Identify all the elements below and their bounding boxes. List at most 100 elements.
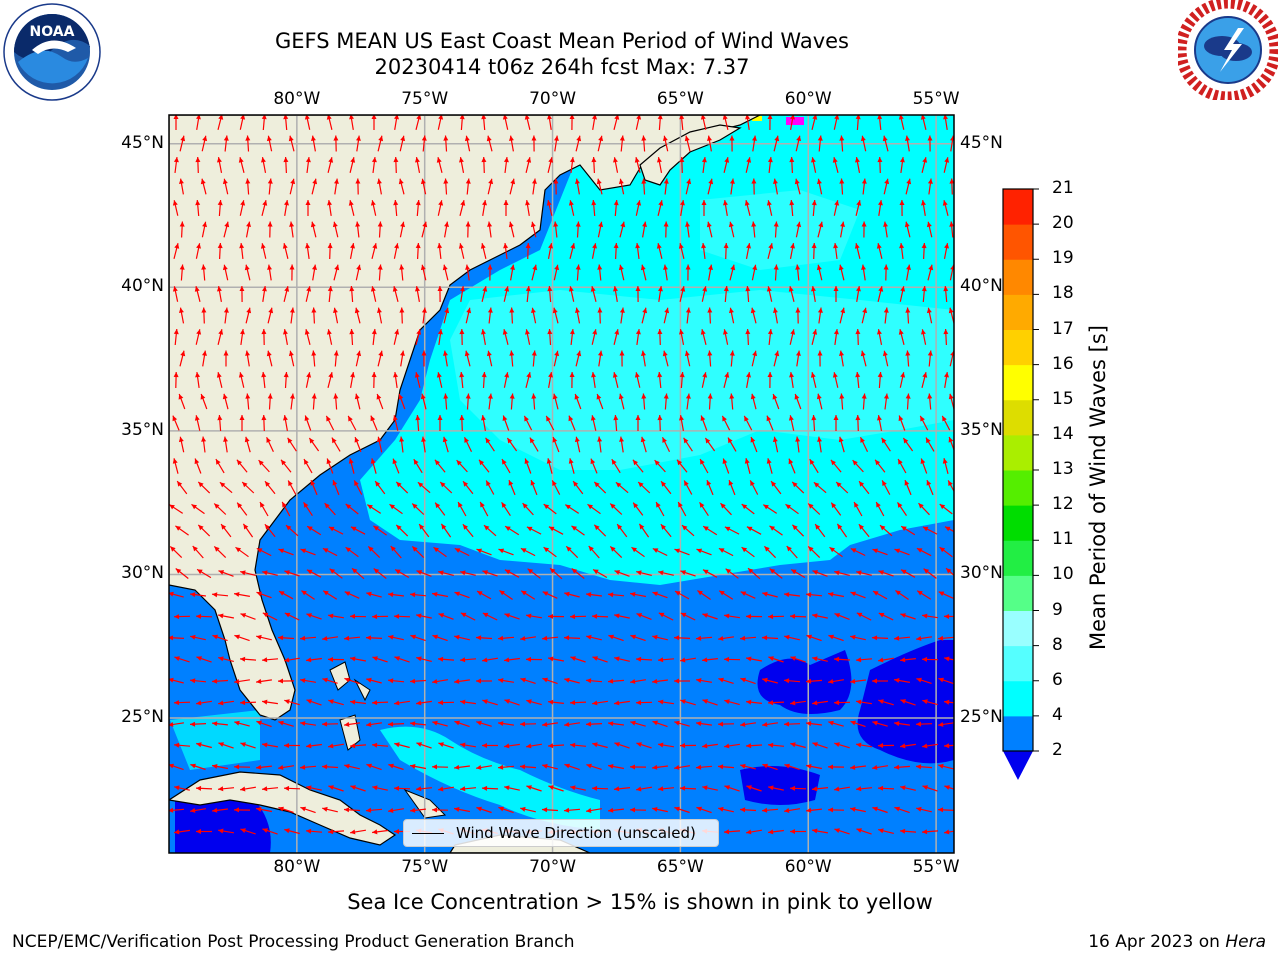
wave-direction-arrowhead <box>614 329 620 335</box>
wave-direction-arrowhead <box>680 200 685 206</box>
wave-direction-arrowhead <box>169 763 174 769</box>
wave-direction-arrowhead <box>619 307 625 313</box>
wave-direction-arrowhead <box>618 393 624 400</box>
wave-direction-arrowhead <box>658 286 663 292</box>
wave-direction-arrowhead <box>723 286 729 292</box>
wave-direction-arrowhead <box>680 743 685 748</box>
wave-direction-arrowhead <box>792 524 798 531</box>
wave-direction-arrowhead <box>216 372 222 378</box>
wave-direction-arrowhead <box>861 178 867 184</box>
wave-direction-arrowhead <box>789 157 795 163</box>
wave-direction-arrowhead <box>636 786 642 792</box>
wave-direction-arrowhead <box>790 700 796 706</box>
wave-direction-arrowhead <box>223 350 229 356</box>
wave-direction-arrowhead <box>238 157 244 163</box>
wave-direction-arrowhead <box>256 548 263 553</box>
colorbar-tick-label: 6 <box>1052 669 1063 690</box>
wave-direction-arrowhead <box>372 614 378 620</box>
wave-direction-arrowhead <box>548 614 553 619</box>
wave-direction-arrowhead <box>946 568 952 574</box>
wave-direction-arrowhead <box>394 742 400 748</box>
wave-direction-arrowhead <box>817 436 822 442</box>
wave-direction-arrowhead <box>212 634 218 640</box>
wave-direction-arrowhead <box>419 524 425 530</box>
wave-direction-arrowhead <box>174 829 180 835</box>
wave-direction-arrowhead <box>950 135 954 141</box>
lon-label-bottom: 75°W <box>401 857 449 877</box>
wave-direction-arrowhead <box>234 720 240 726</box>
wave-direction-arrowhead <box>169 807 174 813</box>
wave-direction-arrowhead <box>432 679 438 684</box>
wave-direction-arrowhead <box>636 742 642 747</box>
wave-direction-arrowhead <box>746 157 752 163</box>
wave-direction-arrowhead <box>948 307 954 314</box>
wave-direction-arrowhead <box>266 135 272 142</box>
wave-direction-arrowhead <box>305 200 311 205</box>
wave-direction-arrowhead <box>542 591 549 596</box>
wave-direction-arrowhead <box>806 764 812 769</box>
wave-direction-arrowhead <box>568 458 574 464</box>
wave-direction-arrowhead <box>267 264 272 270</box>
colorbar-band <box>1003 434 1033 471</box>
wave-direction-arrowhead <box>356 264 362 271</box>
wave-direction-arrowhead <box>900 785 906 791</box>
wave-direction-arrowhead <box>212 764 218 769</box>
wave-direction-arrowhead <box>486 135 492 142</box>
wave-direction-arrowhead <box>894 635 900 641</box>
wave-direction-arrowhead <box>564 591 570 597</box>
wave-direction-arrowhead <box>482 657 488 663</box>
wave-direction-arrowhead <box>508 480 514 486</box>
wave-direction-arrowhead <box>174 243 180 249</box>
wave-direction-arrowhead <box>217 200 223 206</box>
wave-direction-arrowhead <box>222 178 228 185</box>
wave-direction-arrowhead <box>916 677 922 683</box>
wave-direction-arrowhead <box>838 436 844 443</box>
wave-direction-arrowhead <box>938 763 944 769</box>
wave-direction-arrowhead <box>926 307 932 314</box>
wave-direction-arrowhead <box>856 200 862 206</box>
wave-direction-arrowhead <box>458 502 463 508</box>
wave-direction-arrowhead <box>530 480 536 486</box>
wave-direction-arrowhead <box>744 458 750 464</box>
wave-direction-arrowhead <box>240 786 246 792</box>
wave-direction-arrowhead <box>202 221 207 228</box>
wave-direction-arrowhead <box>306 743 312 749</box>
wave-direction-arrowhead <box>766 286 772 292</box>
wave-direction-arrowhead <box>784 808 790 813</box>
wave-direction-arrowhead <box>942 200 948 206</box>
wave-direction-arrowhead <box>392 458 398 465</box>
wave-direction-arrowhead <box>702 743 708 749</box>
wave-direction-arrowhead <box>366 763 372 769</box>
wave-direction-arrowhead <box>221 524 227 530</box>
wave-direction-arrowhead <box>684 350 690 357</box>
wave-direction-arrowhead <box>872 548 878 554</box>
colorbar <box>1002 188 1039 780</box>
wave-direction-arrowhead <box>356 135 361 141</box>
wave-direction-arrowhead <box>916 721 922 727</box>
wave-direction-arrowhead <box>333 350 339 356</box>
wave-direction-arrowhead <box>266 437 271 443</box>
wave-direction-arrowhead <box>283 372 289 378</box>
wave-direction-arrowhead <box>350 526 357 532</box>
wave-direction-arrowhead <box>262 570 268 576</box>
wave-direction-arrowhead <box>169 504 175 510</box>
wave-direction-arrowhead <box>834 700 840 706</box>
wave-direction-arrowhead <box>724 157 730 163</box>
wave-direction-arrowhead <box>459 372 465 378</box>
colorbar-band <box>1003 610 1033 647</box>
wave-direction-arrowhead <box>196 243 201 249</box>
wave-direction-arrowhead <box>465 393 471 399</box>
wave-direction-arrowhead <box>808 546 814 552</box>
wave-direction-arrowhead <box>416 570 423 575</box>
wave-direction-arrowhead <box>328 785 334 790</box>
wave-direction-arrowhead <box>904 221 910 228</box>
wave-direction-arrowhead <box>546 415 551 422</box>
wave-direction-arrowhead <box>548 699 554 705</box>
wave-direction-arrowhead <box>481 415 486 421</box>
wave-direction-arrowhead <box>566 546 572 552</box>
wave-direction-arrowhead <box>592 742 598 748</box>
wave-direction-arrowhead <box>740 763 746 769</box>
wave-direction-arrowhead <box>392 415 398 421</box>
wave-direction-arrowhead <box>190 721 196 727</box>
wave-direction-arrowhead <box>943 115 948 120</box>
